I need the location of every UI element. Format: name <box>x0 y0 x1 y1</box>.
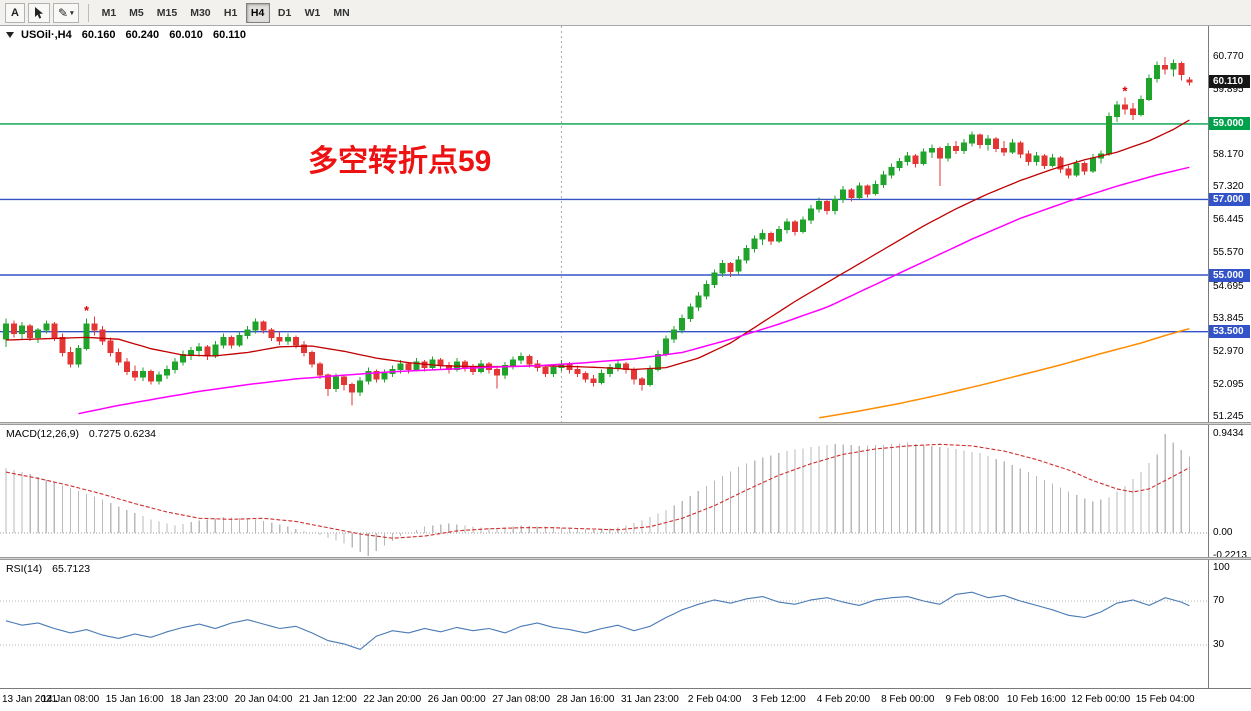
rsi-panel[interactable]: RSI(14) 65.7123 <box>0 560 1208 688</box>
timeframe-button-h1[interactable]: H1 <box>219 3 243 23</box>
macd-header: MACD(12,26,9) 0.7275 0.6234 <box>6 428 163 440</box>
rsi-line <box>5 591 1190 651</box>
time-axis-label: 27 Jan 08:00 <box>492 694 551 705</box>
level-price-badge: 57.000 <box>1209 192 1250 206</box>
chart-toolbar: A ✎ ▾ M1 M5 M15 M30 H1 H4 D1 W1 MN <box>0 0 1251 26</box>
cursor-icon <box>35 6 43 19</box>
time-axis-label: 10 Feb 16:00 <box>1006 694 1066 705</box>
price-axis-label: 52.095 <box>1213 378 1244 390</box>
timeframe-button-m15[interactable]: M15 <box>152 3 182 23</box>
trade-markers: ** <box>84 84 1128 318</box>
ohlc-open: 60.160 <box>81 29 116 41</box>
time-axis-label: 9 Feb 08:00 <box>945 694 999 705</box>
ohlc-low: 60.010 <box>169 29 203 41</box>
rsi-value: 65.7123 <box>52 563 91 575</box>
time-axis-label: 3 Feb 12:00 <box>752 694 806 705</box>
time-axis-label: 14 Jan 08:00 <box>41 694 100 705</box>
ma-slow-line <box>818 327 1190 419</box>
price-axis-label: 59.895 <box>1213 84 1244 96</box>
level-lines <box>0 123 1208 333</box>
price-axis[interactable]: 60.77059.89559.02058.17057.32056.44555.5… <box>1208 26 1251 422</box>
macd-panel[interactable]: MACD(12,26,9) 0.7275 0.6234 <box>0 425 1208 557</box>
level-price-badge: 53.500 <box>1209 325 1250 339</box>
time-axis-label: 15 Jan 16:00 <box>105 694 164 705</box>
time-axis-label: 4 Feb 20:00 <box>816 694 871 705</box>
rsi-axis[interactable]: 100 70 30 <box>1208 560 1251 688</box>
timeframe-button-mn[interactable]: MN <box>328 3 354 23</box>
rsi-axis-label: 30 <box>1213 639 1225 650</box>
time-axis-label: 31 Jan 23:00 <box>621 694 679 705</box>
current-price-badge: 60.110 <box>1209 75 1250 89</box>
time-axis-label: 26 Jan 00:00 <box>427 694 486 705</box>
price-axis-label: 56.445 <box>1213 214 1244 226</box>
svg-text:*: * <box>1122 84 1128 99</box>
rsi-axis-label: 70 <box>1213 595 1225 607</box>
price-axis-label: 51.245 <box>1213 410 1244 422</box>
ma-fast-line <box>5 119 1190 371</box>
cursor-tool-button[interactable] <box>28 2 50 23</box>
symbol-name: USOil·,H4 <box>21 29 72 41</box>
time-axis-label: 12 Feb 00:00 <box>1071 694 1131 705</box>
time-axis-label: 13 Jan 2021 <box>2 694 58 705</box>
timeframe-button-m5[interactable]: M5 <box>124 3 149 23</box>
candles-layer <box>3 57 1193 406</box>
price-chart[interactable]: ** <box>0 26 1208 422</box>
time-axis-label: 21 Jan 12:00 <box>299 694 357 705</box>
macd-axis-label: 0.9434 <box>1213 427 1244 439</box>
caret-down-icon: ▾ <box>70 9 74 17</box>
timeframe-button-d1[interactable]: D1 <box>273 3 297 23</box>
ma-mid-line <box>78 166 1190 415</box>
pencil-icon: ✎ <box>58 5 69 20</box>
timeframe-button-w1[interactable]: W1 <box>300 3 326 23</box>
text-label-button[interactable]: A <box>5 2 25 23</box>
svg-text:*: * <box>84 303 90 318</box>
price-axis-label: 57.320 <box>1213 181 1244 193</box>
time-axis-label: 15 Feb 04:00 <box>1135 694 1195 705</box>
time-labels: 13 Jan 2021 14 Jan 08:00 15 Jan 16:00 18 Ja… <box>0 689 1208 711</box>
ohlc-high: 60.240 <box>125 29 160 41</box>
chart-annotation-text: 多空转折点59 <box>308 145 492 178</box>
rsi-chart[interactable] <box>0 560 1208 688</box>
price-axis-label: 55.570 <box>1213 247 1244 259</box>
draw-tool-button[interactable]: ✎ ▾ <box>53 2 79 23</box>
timeframe-button-h4[interactable]: H4 <box>245 2 270 23</box>
ohlc-close: 60.110 <box>212 29 246 41</box>
macd-label: MACD(12,26,9) <box>6 428 79 440</box>
rsi-header: RSI(14) 65.7123 <box>6 563 97 575</box>
time-axis-label: 20 Jan 04:00 <box>234 694 293 705</box>
panel-divider[interactable] <box>0 557 1251 560</box>
time-axis-label: 22 Jan 20:00 <box>363 694 422 705</box>
macd-chart[interactable] <box>0 425 1208 557</box>
time-axis[interactable]: 13 Jan 2021 14 Jan 08:00 15 Jan 16:00 18 Ja… <box>0 688 1251 711</box>
time-axis-label: 8 Feb 00:00 <box>881 694 935 705</box>
price-axis-label: 52.970 <box>1213 345 1244 357</box>
price-axis-label: 54.695 <box>1213 280 1244 292</box>
time-axis-label: 18 Jan 23:00 <box>170 694 229 705</box>
macd-signal-line <box>5 443 1190 539</box>
macd-axis-label: -0.2213 <box>1213 550 1247 557</box>
timeframe-button-m30[interactable]: M30 <box>185 3 215 23</box>
time-axis-label: 28 Jan 16:00 <box>556 694 615 705</box>
level-price-badge: 55.000 <box>1209 268 1250 282</box>
timeframe-toolbar: M1 M5 M15 M30 H1 H4 D1 W1 MN <box>97 2 358 23</box>
symbol-ohlc-line: USOil·,H4 60.160 60.240 60.010 60.110 <box>6 29 253 41</box>
panel-divider[interactable] <box>0 422 1251 425</box>
macd-values: 0.7275 0.6234 <box>88 428 157 440</box>
macd-axis-label: 0.00 <box>1213 526 1233 538</box>
level-price-badge: 59.000 <box>1209 117 1250 131</box>
rsi-label: RSI(14) <box>6 563 43 575</box>
macd-axis[interactable]: 0.9434 0.00 -0.2213 <box>1208 425 1251 557</box>
time-axis-label: 2 Feb 04:00 <box>687 694 742 705</box>
main-chart-panel[interactable]: * * USOil·,H4 60.160 60.240 60.010 60.110… <box>0 26 1208 422</box>
toolbar-divider <box>87 3 89 22</box>
price-axis-label: 53.845 <box>1213 312 1244 324</box>
macd-histogram <box>5 434 1190 557</box>
price-axis-label: 60.770 <box>1213 50 1244 62</box>
rsi-axis-label: 100 <box>1213 562 1230 574</box>
price-axis-label: 58.170 <box>1213 149 1244 161</box>
timeframe-button-m1[interactable]: M1 <box>97 3 122 23</box>
chart-icon <box>6 32 14 39</box>
